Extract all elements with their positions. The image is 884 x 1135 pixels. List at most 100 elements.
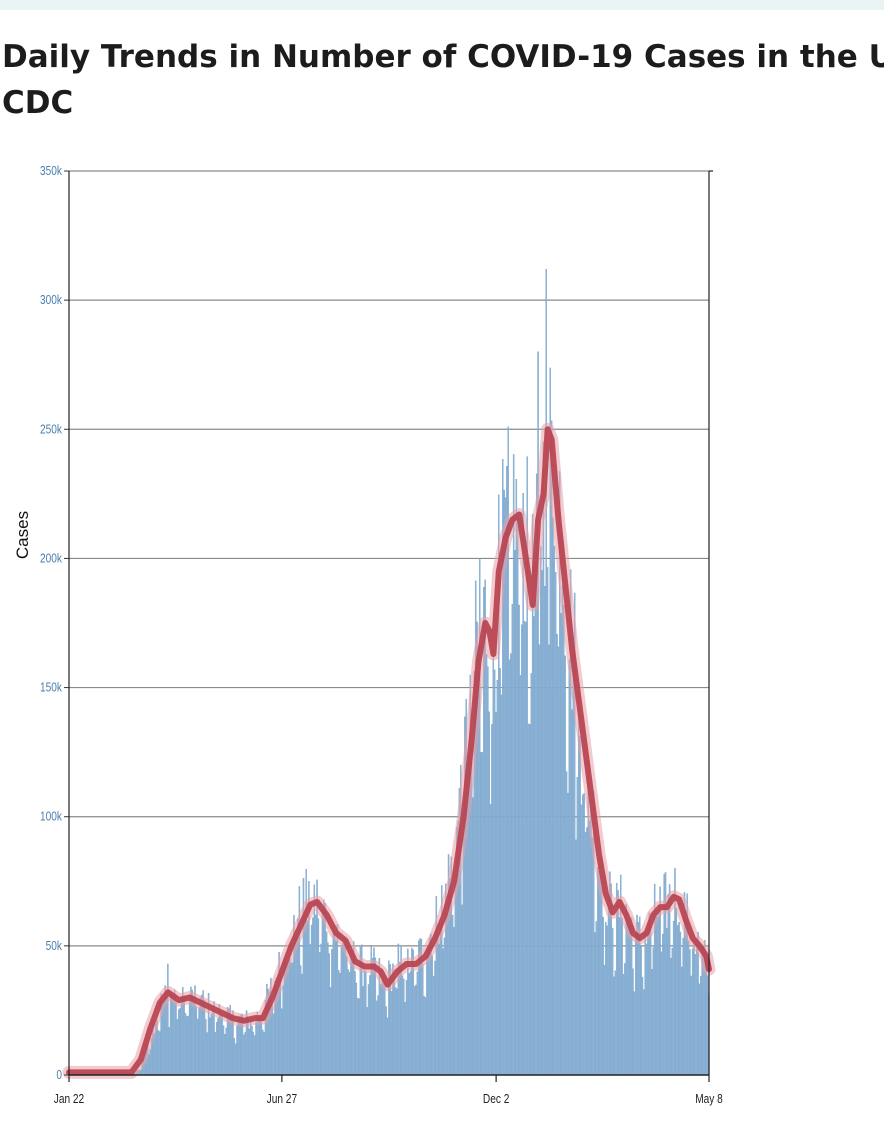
daily-bar — [323, 899, 325, 1076]
daily-bar — [175, 1002, 177, 1076]
daily-bar — [225, 1027, 227, 1076]
daily-bar — [658, 913, 660, 1076]
daily-bar — [500, 694, 503, 1076]
daily-bar — [354, 971, 356, 1076]
daily-bar — [637, 922, 640, 1076]
daily-bar — [424, 997, 427, 1076]
x-tick-label: Dec 2 — [483, 1092, 509, 1106]
bar-series — [103, 268, 710, 1076]
daily-bar — [679, 931, 682, 1076]
daily-bar — [336, 924, 339, 1076]
daily-bar — [514, 550, 516, 1076]
daily-bar — [671, 947, 674, 1076]
y-tick-label: 200k — [40, 551, 62, 565]
daily-bar — [652, 947, 655, 1076]
daily-bar — [643, 989, 645, 1076]
daily-bar — [491, 724, 493, 1076]
daily-bar — [487, 666, 489, 1076]
daily-bar — [488, 711, 490, 1076]
daily-bar — [396, 988, 398, 1076]
daily-bar — [442, 948, 444, 1076]
daily-bar — [700, 976, 702, 1076]
daily-bar — [386, 1017, 389, 1076]
daily-bar — [624, 963, 626, 1076]
daily-bar — [667, 894, 669, 1076]
daily-bar — [233, 1038, 236, 1076]
daily-bar — [312, 917, 314, 1076]
daily-bar — [492, 657, 495, 1076]
daily-bar — [521, 624, 523, 1076]
daily-bar — [289, 958, 291, 1076]
daily-bar — [629, 924, 631, 1076]
daily-bar — [560, 613, 562, 1076]
daily-bar — [355, 982, 358, 1076]
daily-bar — [337, 970, 340, 1076]
daily-bar — [237, 1018, 240, 1076]
daily-bar — [655, 910, 657, 1076]
daily-bar — [187, 1015, 189, 1076]
daily-bar — [321, 908, 324, 1076]
daily-bar — [253, 1035, 256, 1076]
daily-bar — [363, 970, 366, 1076]
daily-bar — [641, 977, 644, 1076]
daily-bar — [461, 904, 463, 1076]
daily-bar — [385, 1006, 387, 1076]
daily-bar — [416, 971, 419, 1076]
daily-bar — [415, 984, 417, 1076]
daily-bar — [687, 940, 690, 1076]
moving-average-series — [62, 422, 716, 1079]
daily-bar — [362, 986, 364, 1076]
daily-bar — [366, 1007, 368, 1076]
daily-bar — [572, 653, 575, 1076]
daily-bar — [614, 970, 617, 1076]
daily-bar — [508, 659, 511, 1076]
daily-bar — [519, 675, 522, 1076]
daily-bar — [249, 1018, 252, 1076]
daily-bar — [220, 1014, 222, 1076]
daily-bar — [335, 940, 337, 1076]
moving-average-line — [66, 426, 712, 1076]
daily-bar — [633, 991, 636, 1076]
daily-bar — [431, 955, 434, 1076]
daily-bar — [689, 949, 691, 1076]
daily-bar — [157, 1030, 160, 1076]
daily-bar — [347, 969, 349, 1076]
daily-bar — [423, 996, 425, 1076]
daily-bar — [356, 997, 359, 1076]
daily-bar — [350, 950, 352, 1076]
daily-bar — [343, 944, 345, 1076]
daily-bar — [263, 1031, 265, 1076]
daily-bar — [382, 978, 385, 1076]
daily-bar — [186, 1016, 188, 1076]
daily-bar — [390, 991, 393, 1076]
daily-bar — [691, 948, 694, 1076]
daily-bar — [422, 963, 424, 1076]
daily-bar — [527, 723, 530, 1076]
daily-bar — [518, 604, 520, 1076]
daily-bar — [351, 962, 354, 1076]
daily-bar — [214, 1031, 217, 1076]
daily-bar — [588, 820, 591, 1076]
daily-bar — [523, 621, 526, 1076]
daily-bar — [272, 1013, 275, 1076]
daily-bar — [557, 646, 560, 1076]
daily-bar — [309, 944, 311, 1076]
daily-bar — [317, 918, 320, 1076]
daily-bar — [706, 975, 709, 1076]
daily-bar — [221, 1014, 223, 1076]
daily-bar — [222, 1025, 225, 1076]
daily-bar — [438, 944, 440, 1076]
daily-bar — [504, 497, 507, 1076]
daily-bar — [251, 1025, 253, 1076]
y-tick-label: 350k — [40, 164, 62, 178]
daily-bar — [171, 995, 173, 1076]
daily-bar — [401, 975, 404, 1076]
daily-bar — [675, 907, 678, 1076]
daily-bar — [210, 1014, 212, 1076]
daily-bar — [552, 517, 554, 1076]
daily-bar — [188, 1000, 191, 1076]
daily-bar — [320, 943, 322, 1076]
daily-bar — [346, 956, 348, 1076]
daily-bar — [159, 1031, 161, 1076]
